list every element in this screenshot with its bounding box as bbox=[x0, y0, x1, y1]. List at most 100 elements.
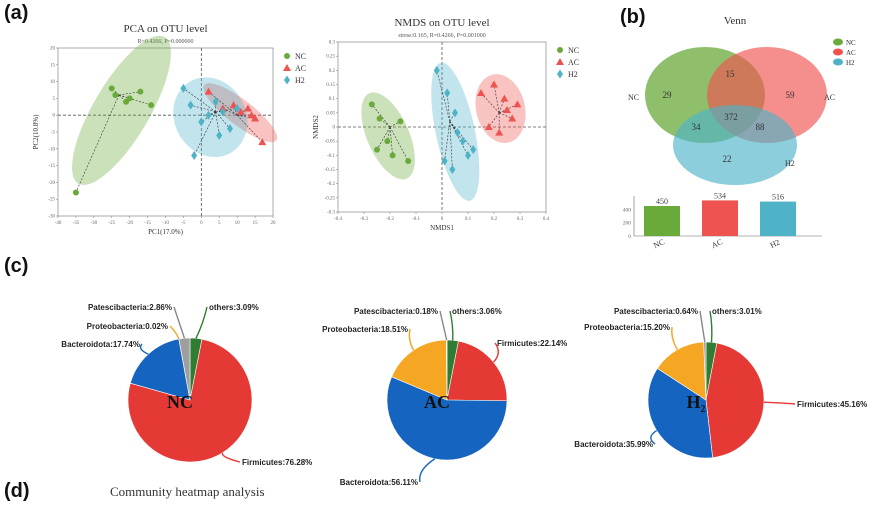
pie-H2-leader-Bacteroidota bbox=[650, 429, 658, 445]
nmds-xtick-label: 0.2 bbox=[491, 217, 498, 222]
pie-AC-leader-Bacteroidota bbox=[418, 458, 436, 483]
pca-ellipse-H2 bbox=[173, 77, 248, 158]
venn-region-count: 22 bbox=[723, 154, 732, 164]
pie-AC-label-Firmicutes: Firmicutes:22.14% bbox=[497, 339, 567, 348]
pca-xtick-label: 10 bbox=[235, 221, 241, 226]
pie-H2-label-Bacteroidota: Bacteroidota:35.99% bbox=[574, 440, 653, 449]
nmds-xtick-label: -0.2 bbox=[386, 217, 394, 222]
nmds-point-AC bbox=[503, 106, 511, 113]
bar-NC bbox=[644, 206, 680, 236]
nmds-legend-label-H2: H2 bbox=[568, 70, 578, 79]
nmds-point-NC bbox=[384, 138, 391, 145]
nmds-point-NC bbox=[376, 115, 383, 122]
nmds-legend-label-NC: NC bbox=[568, 46, 579, 55]
pca-ytick-label: -20 bbox=[48, 181, 55, 186]
pca-xtick-label: -25 bbox=[108, 221, 115, 226]
pca-spoke-NC bbox=[75, 94, 120, 193]
pca-xtick-label: -35 bbox=[73, 221, 80, 226]
nmds-xtick-label: 0 bbox=[441, 217, 444, 222]
nmds-spoke-NC bbox=[389, 121, 401, 128]
bar-value-label: 534 bbox=[714, 191, 726, 200]
pie-H2-label-Firmicutes: Firmicutes:45.16% bbox=[797, 400, 867, 409]
nmds-spoke-NC bbox=[389, 126, 409, 162]
pie-H2-label-Proteobacteria: Proteobacteria:15.20% bbox=[584, 323, 670, 332]
panel-letter-a: (a) bbox=[4, 2, 29, 24]
venn-label-H2: H2 bbox=[785, 159, 795, 168]
pie-AC: others:3.06% Firmicutes:22.14% Bacteroidot… bbox=[322, 307, 567, 487]
nmds-point-AC bbox=[495, 128, 504, 136]
pie-NC-group-label: NC bbox=[167, 392, 193, 412]
venn-region-count: 34 bbox=[692, 122, 702, 132]
nmds-ytick-label: 0.1 bbox=[329, 97, 336, 102]
pie-AC-label-Bacteroidota: Bacteroidota:56.11% bbox=[340, 478, 418, 487]
pca-spoke-H2 bbox=[215, 111, 231, 129]
pie-H2-slice-Firmicutes bbox=[705, 342, 765, 458]
pca-xtick-label: -20 bbox=[126, 221, 133, 226]
pca-legend-label-AC: AC bbox=[295, 64, 306, 73]
pca-point-H2 bbox=[180, 83, 187, 93]
pie-NC-label-Proteobacteria: Proteobacteria:0.02% bbox=[87, 322, 168, 331]
pca-point-H2 bbox=[219, 107, 226, 117]
pca-point-H2 bbox=[198, 117, 205, 127]
nmds-point-H2 bbox=[465, 150, 471, 160]
pie-AC-leader-others bbox=[449, 310, 454, 341]
nmds-legend-marker-NC bbox=[557, 47, 563, 53]
pca-point-NC bbox=[112, 92, 119, 99]
pie-H2-leader-Proteobacteria bbox=[671, 326, 678, 350]
pca-xtick-label: -15 bbox=[144, 221, 151, 226]
pca-xtick-label: 20 bbox=[271, 221, 277, 226]
pca-spoke-H2 bbox=[215, 108, 238, 113]
venn-region-count: 88 bbox=[756, 122, 766, 132]
pie-NC-slice-Patescibacteria bbox=[178, 337, 191, 401]
pie-AC-slice-Firmicutes bbox=[446, 340, 508, 402]
venn-legend-label-NC: NC bbox=[846, 39, 856, 47]
venn-legend-label-H2: H2 bbox=[846, 59, 855, 67]
pie-H2-leader-others bbox=[709, 310, 713, 343]
venn-title: Venn bbox=[724, 15, 747, 27]
nmds-ytick-label: -0.2 bbox=[327, 182, 335, 187]
venn-region-count: 15 bbox=[726, 69, 736, 79]
nmds-ytick-label: 0.2 bbox=[329, 69, 336, 74]
venn-region-count: 29 bbox=[663, 90, 673, 100]
pca-ytick-label: 15 bbox=[50, 63, 56, 68]
bar-value-label: 516 bbox=[772, 193, 784, 202]
pca-ytick-label: 5 bbox=[53, 97, 56, 102]
venn-label-NC: NC bbox=[628, 93, 639, 102]
pca-ytick-label: -5 bbox=[51, 131, 56, 136]
venn-label-AC: AC bbox=[824, 93, 835, 102]
pca-spoke-H2 bbox=[183, 88, 216, 113]
pca-spoke-H2 bbox=[193, 111, 216, 156]
pca-title: PCA on OTU level bbox=[123, 23, 207, 35]
venn-legend-swatch-H2 bbox=[833, 58, 843, 66]
nmds-spoke-NC bbox=[376, 126, 391, 150]
pca-point-H2 bbox=[234, 103, 241, 113]
bar-category-label: AC bbox=[710, 237, 724, 250]
pie-NC-label-others: others:3.09% bbox=[209, 303, 259, 312]
pca-xtick-label: 15 bbox=[253, 221, 259, 226]
nmds-xtick-label: -0.3 bbox=[360, 217, 368, 222]
pie-AC-label-Proteobacteria: Proteobacteria:18.51% bbox=[322, 325, 408, 334]
pca-ytick-label: 20 bbox=[50, 47, 56, 52]
pca-point-AC bbox=[204, 87, 213, 95]
pca-point-NC bbox=[126, 95, 133, 102]
bar-category-label: H2 bbox=[769, 238, 782, 250]
pca-spoke-AC bbox=[222, 108, 238, 116]
pca-xtick-label: 0 bbox=[200, 221, 203, 226]
nmds-subtitle: stress:0.165, R=0.4266, P=0.001000 bbox=[398, 33, 486, 39]
pca-spoke-AC bbox=[236, 114, 263, 143]
nmds-point-H2 bbox=[470, 145, 477, 155]
nmds-point-H2 bbox=[444, 88, 451, 98]
pca-point-AC bbox=[236, 107, 245, 115]
pca-spoke-AC bbox=[208, 91, 238, 116]
pie-AC-leader-Patescibacteria bbox=[439, 310, 448, 341]
nmds-ytick-label: -0.25 bbox=[325, 196, 336, 201]
nmds-spoke-AC bbox=[493, 84, 500, 113]
bar-ytick-label: 0 bbox=[628, 234, 631, 240]
nmds-ylabel: NMDS2 bbox=[312, 115, 320, 139]
nmds-spoke-H2 bbox=[449, 121, 474, 150]
pca-ytick-label: -25 bbox=[48, 198, 55, 203]
pca-spoke-H2 bbox=[190, 104, 216, 113]
pca-point-H2 bbox=[191, 151, 198, 161]
nmds-point-AC bbox=[490, 80, 498, 88]
